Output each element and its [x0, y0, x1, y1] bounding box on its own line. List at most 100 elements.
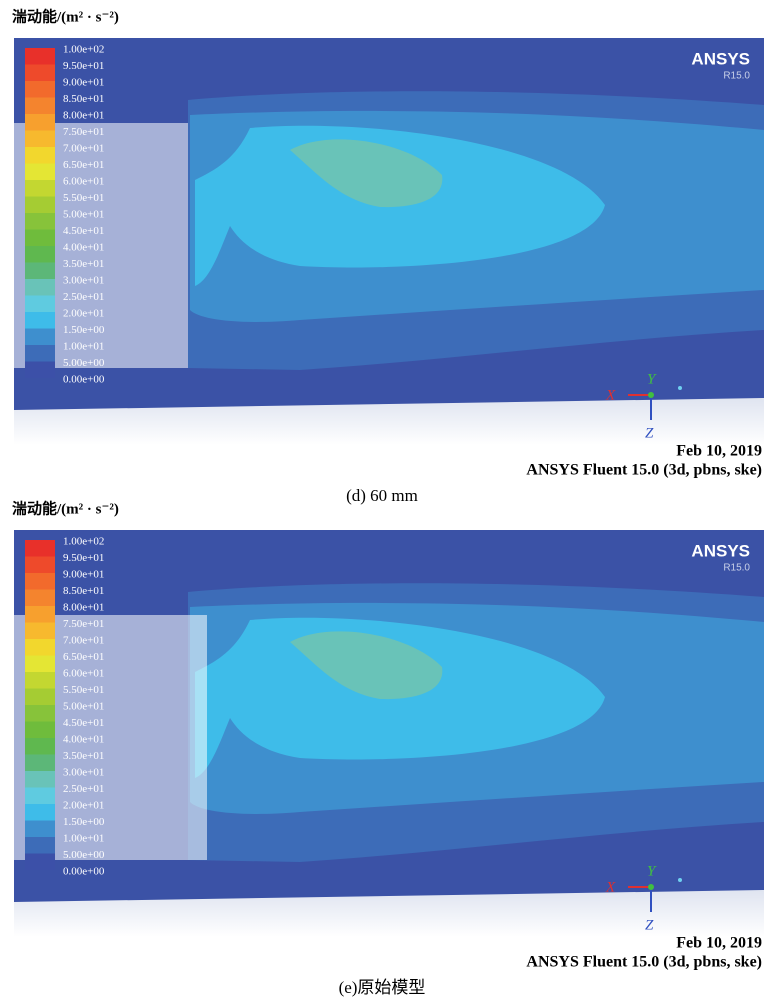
- legend-label: 0.00e+00: [63, 866, 105, 878]
- legend-label: 3.00e+01: [63, 275, 104, 287]
- legend-label: 5.00e+01: [63, 209, 104, 221]
- legend-swatch: [25, 705, 55, 722]
- legend-swatch: [25, 837, 55, 854]
- legend-label: 5.00e+00: [63, 357, 105, 369]
- legend-swatch: [25, 540, 55, 557]
- legend-label: 9.50e+01: [63, 60, 104, 72]
- version: R15.0: [723, 71, 750, 82]
- legend-label: 7.50e+01: [63, 618, 104, 630]
- caption: (e)原始模型: [339, 978, 426, 997]
- legend-label: 2.00e+01: [63, 308, 104, 320]
- legend-swatch: [25, 180, 55, 197]
- version: R15.0: [723, 563, 750, 574]
- quantity-label: 湍动能/(m² · s⁻²): [12, 499, 119, 517]
- legend-label: 3.00e+01: [63, 767, 104, 779]
- legend-swatch: [25, 738, 55, 755]
- legend-swatch: [25, 639, 55, 656]
- date: Feb 10, 2019: [676, 443, 762, 460]
- legend-label: 2.50e+01: [63, 291, 104, 303]
- axis-z-label: Z: [645, 917, 654, 933]
- legend-swatch: [25, 229, 55, 246]
- quantity-label: 湍动能/(m² · s⁻²): [12, 7, 119, 25]
- legend-swatch: [25, 820, 55, 837]
- legend-label: 1.00e+01: [63, 833, 104, 845]
- legend-swatch: [25, 787, 55, 804]
- legend-label: 0.00e+00: [63, 374, 105, 386]
- legend-label: 1.00e+02: [63, 536, 104, 548]
- legend-swatch: [25, 754, 55, 771]
- legend-swatch: [25, 573, 55, 590]
- legend-swatch: [25, 721, 55, 738]
- legend-swatch: [25, 328, 55, 345]
- legend-label: 1.00e+01: [63, 341, 104, 353]
- legend-swatch: [25, 804, 55, 821]
- legend-swatch: [25, 345, 55, 362]
- legend-label: 5.00e+00: [63, 849, 105, 861]
- legend-swatch: [25, 97, 55, 114]
- legend-swatch: [25, 556, 55, 573]
- legend-label: 3.50e+01: [63, 750, 104, 762]
- legend-swatch: [25, 688, 55, 705]
- legend-swatch: [25, 114, 55, 131]
- panel: 湍动能/(m² · s⁻²) 1.00e+02 9.50e+01 9.00e+01 8.…: [12, 499, 764, 997]
- axis-z-label: Z: [645, 425, 654, 441]
- legend-label: 8.50e+01: [63, 585, 104, 597]
- legend-label: 9.00e+01: [63, 569, 104, 581]
- legend-label: 4.50e+01: [63, 225, 104, 237]
- legend-label: 4.00e+01: [63, 734, 104, 746]
- legend-swatch: [25, 606, 55, 623]
- legend-swatch: [25, 196, 55, 213]
- legend-swatch: [25, 130, 55, 147]
- legend-label: 1.00e+02: [63, 44, 104, 56]
- legend-swatch: [25, 81, 55, 98]
- legend-label: 6.50e+01: [63, 651, 104, 663]
- legend-label: 7.00e+01: [63, 635, 104, 647]
- legend-label: 5.00e+01: [63, 701, 104, 713]
- contour-band: [290, 139, 443, 208]
- legend-label: 1.50e+00: [63, 324, 105, 336]
- legend-label: 2.00e+01: [63, 800, 104, 812]
- legend-swatch: [25, 246, 55, 263]
- legend-label: 2.50e+01: [63, 783, 104, 795]
- legend-label: 8.00e+01: [63, 602, 104, 614]
- legend-swatch: [25, 163, 55, 180]
- legend-swatch: [25, 589, 55, 606]
- panel: 湍动能/(m² · s⁻²) 1.00e+02 9.50e+01 9.00e+01 8.…: [12, 7, 764, 505]
- axis-marker: [678, 386, 682, 390]
- axis-y-label: Y: [647, 371, 657, 387]
- legend-swatch: [25, 771, 55, 788]
- axis-x-label: X: [605, 387, 616, 403]
- axis-origin: [648, 392, 654, 398]
- legend-label: 4.50e+01: [63, 717, 104, 729]
- software: ANSYS Fluent 15.0 (3d, pbns, ske): [526, 954, 762, 971]
- axis-y-label: Y: [647, 863, 657, 879]
- legend-swatch: [25, 48, 55, 65]
- fade-band: [14, 398, 764, 445]
- legend-swatch: [25, 655, 55, 672]
- legend-swatch: [25, 672, 55, 689]
- legend-label: 5.50e+01: [63, 684, 104, 696]
- date: Feb 10, 2019: [676, 935, 762, 952]
- legend-label: 3.50e+01: [63, 258, 104, 270]
- legend-swatch: [25, 147, 55, 164]
- legend-swatch: [25, 853, 55, 870]
- legend-label: 6.00e+01: [63, 176, 104, 188]
- software: ANSYS Fluent 15.0 (3d, pbns, ske): [526, 462, 762, 479]
- caption: (d) 60 mm: [346, 486, 418, 505]
- legend-label: 4.00e+01: [63, 242, 104, 254]
- brand: ANSYS: [691, 541, 750, 560]
- legend-swatch: [25, 64, 55, 81]
- legend-label: 6.50e+01: [63, 159, 104, 171]
- legend-swatch: [25, 361, 55, 378]
- legend-swatch: [25, 279, 55, 296]
- contour-band: [290, 631, 443, 700]
- legend-label: 1.50e+00: [63, 816, 105, 828]
- legend-label: 9.00e+01: [63, 77, 104, 89]
- legend-label: 6.00e+01: [63, 668, 104, 680]
- axis-x-label: X: [605, 879, 616, 895]
- brand: ANSYS: [691, 49, 750, 68]
- legend-swatch: [25, 213, 55, 230]
- legend-label: 8.00e+01: [63, 110, 104, 122]
- legend-label: 9.50e+01: [63, 552, 104, 564]
